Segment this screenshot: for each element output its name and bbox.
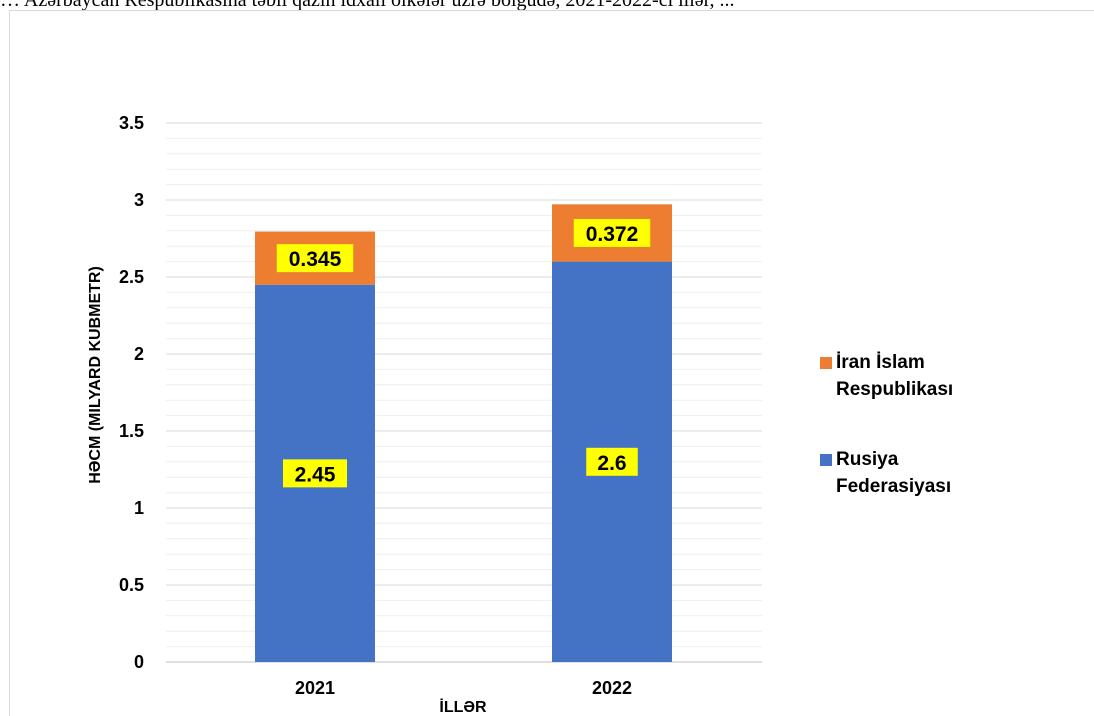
y-tick-label: 0.5: [119, 575, 144, 595]
legend-label: Rusiya Federasiyası: [836, 449, 951, 497]
data-label: 0.345: [289, 248, 342, 271]
x-axis-ticks: 2021 2022: [295, 678, 632, 698]
data-label-background: [573, 218, 651, 247]
y-axis-title: HƏCM (MILYARD KUBMETR): [87, 266, 104, 484]
legend-swatch: [820, 357, 832, 369]
data-label: 2.6: [597, 452, 626, 475]
x-axis-title: İLLƏR: [439, 698, 487, 716]
data-label: 0.372: [586, 223, 639, 246]
y-tick-label: 1.5: [119, 421, 144, 441]
x-tick-label: 2021: [295, 678, 335, 698]
y-axis-ticks: 0 0.5 1 1.5 2 2.5 3 3.5: [119, 113, 144, 672]
legend-label: İran İslam Respublikası: [836, 352, 953, 400]
data-label-background: [586, 447, 638, 476]
y-tick-label: 3: [134, 190, 144, 210]
y-tick-label: 2: [134, 344, 144, 364]
chart-frame: [9, 10, 1094, 716]
x-tick-label: 2022: [592, 678, 632, 698]
legend-swatch: [820, 454, 832, 466]
y-tick-label: 1: [134, 498, 144, 518]
data-label-background: [283, 459, 347, 488]
legend: İran İslam Respublikası Rusiya Federasiyası: [820, 352, 953, 497]
y-tick-label: 2.5: [119, 267, 144, 287]
y-tick-label: 0: [134, 652, 144, 672]
data-labels: 2.45 0.345 2.6 0.372: [276, 218, 651, 488]
truncated-header-text: … Azərbaycan Respublikasına təbii qazın …: [0, 0, 735, 11]
data-label-background: [276, 244, 354, 273]
data-label: 2.45: [295, 463, 336, 486]
bars: [255, 204, 672, 662]
y-tick-label: 3.5: [119, 113, 144, 133]
